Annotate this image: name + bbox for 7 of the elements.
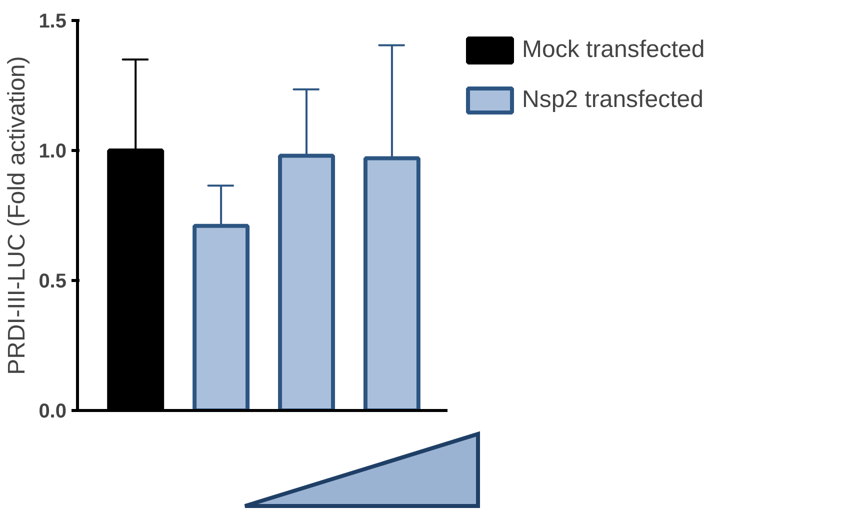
legend-label: Nsp2 transfected	[522, 86, 704, 114]
legend-label: Mock transfected	[522, 36, 705, 64]
y-tick-label: 1.0	[38, 140, 67, 162]
y-tick-label: 1.5	[38, 10, 67, 32]
y-axis-title: PRDI-III-LUC (Fold activation)	[4, 56, 31, 375]
y-tick-label: 0.5	[38, 270, 67, 292]
y-tick-label: 0.0	[38, 400, 67, 422]
